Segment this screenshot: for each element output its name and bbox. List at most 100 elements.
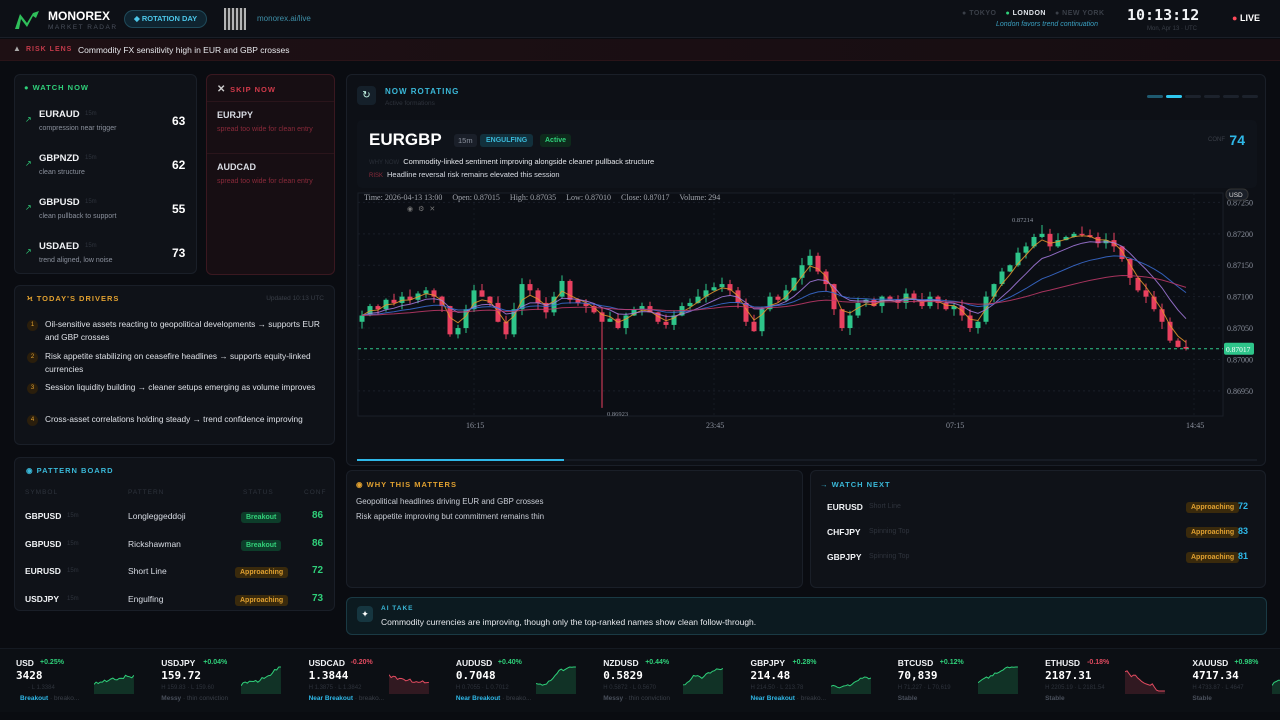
ticker-note: · thin conviction (624, 695, 671, 702)
slide-dot[interactable] (1223, 95, 1239, 98)
header: MONOREX MARKET RADAR ◆ ROTATION DAY mono… (0, 0, 1280, 38)
close-icon[interactable]: ✕ (429, 206, 436, 213)
candle (687, 302, 693, 307)
watch-now-item[interactable]: ↗ EURAUD 15m compression near trigger 63 (15, 105, 196, 145)
eye-icon[interactable]: ◉ (407, 206, 414, 213)
pattern-row[interactable]: GBPUSD 15m Longleggeddoji Breakout 86 (15, 509, 334, 529)
ticker-change: +0.25% (40, 659, 64, 666)
status-badge: Approaching (235, 567, 289, 578)
focus-state-badge: Active (540, 134, 572, 147)
candle (407, 296, 413, 300)
ticker-item[interactable]: USD +0.25% 3428 · L 1.3384 Breakout · br… (14, 656, 154, 708)
sparkline-line (1125, 670, 1165, 692)
slide-dot[interactable] (1204, 95, 1220, 98)
ticker-sparkline (535, 666, 576, 694)
candle (863, 299, 869, 303)
skip-now-item[interactable]: EURJPY spread too wide for clean entry (207, 101, 334, 151)
ticker-range: H 0.5872 · L 0.5670 (603, 685, 657, 691)
ticker-tag: Messy · thin conviction (161, 695, 228, 702)
watch-now-item[interactable]: ↗ GBPNZD 15m clean structure 62 (15, 149, 196, 189)
x-tick-label: 07:15 (946, 421, 964, 430)
candle (799, 265, 805, 278)
why-now-label: WHY NOW (369, 160, 400, 166)
note: clean structure (39, 169, 85, 176)
candle (1047, 233, 1053, 247)
skip-now-item[interactable]: AUDCAD spread too wide for clean entry (207, 153, 334, 203)
pattern-row[interactable]: GBPUSD 15m Rickshawman Breakout 86 (15, 537, 334, 557)
why-line-1: Geopolitical headlines driving EUR and G… (356, 497, 544, 506)
session-label: NEW YORK (1062, 10, 1105, 17)
ticker-tag-label: Near Breakout (750, 695, 795, 702)
candle (511, 309, 517, 335)
candle (1119, 246, 1125, 259)
price-chart[interactable]: 0.87250 0.87200 0.87150 0.87100 0.87050 0.870… (347, 75, 1267, 467)
ticker-item[interactable]: AUDUSD +0.40% 0.7048 H 0.7055 · L 0.7012… (456, 656, 596, 708)
ticker-item[interactable]: BTCUSD +0.12% 70,839 H 71,227 · L 70,619… (898, 656, 1038, 708)
watch-next-item[interactable]: CHFJPY Spinning Top Approaching 83 (811, 524, 1265, 544)
sparkline-line (535, 666, 576, 686)
ticker-item[interactable]: NZDUSD +0.44% 0.5829 H 0.5872 · L 0.5670… (603, 656, 743, 708)
symbol: EURJPY (217, 110, 254, 120)
conf: 83 (1238, 526, 1249, 536)
low-annotation: 0.86923 (607, 411, 628, 418)
watch-next-item[interactable]: GBPJPY Spinning Top Approaching 81 (811, 549, 1265, 569)
skip-now-label: SKIP NOW (230, 85, 276, 94)
ticker-tag-label: Near Breakout (308, 695, 354, 702)
ticker-item[interactable]: ETHUSD -0.18% 2187.31 H 2205.19 · L 2181… (1045, 656, 1185, 708)
ticker-item[interactable]: USDCAD -0.20% 1.3844 H 1.3875 · L 1.3842… (309, 656, 449, 708)
now-rotating-panel: ↻ NOW ROTATING Active formations EURGBP … (346, 74, 1266, 466)
candle (1167, 321, 1173, 341)
column-header: SYMBOL (25, 489, 59, 496)
candle (815, 255, 821, 272)
note: trend aligned, low noise (39, 257, 113, 264)
skip-now-title: ✕ SKIP NOW (217, 84, 276, 95)
ticker-range: · L 1.3384 (28, 685, 55, 691)
candle (751, 321, 757, 332)
candle (583, 302, 589, 307)
candle (1127, 258, 1133, 278)
pattern: Short Line (128, 566, 167, 576)
live-url[interactable]: monorex.ai/live (257, 14, 311, 23)
status-badge: Breakout (241, 539, 282, 551)
slide-dot[interactable] (1242, 95, 1258, 98)
drivers-updated: Updated 10:13 UTC (266, 295, 324, 302)
watch-next-item[interactable]: EURUSD Short Line Approaching 72 (811, 499, 1265, 519)
ticker-note: · breako... (50, 695, 80, 702)
candle (783, 290, 789, 300)
candle (951, 306, 957, 310)
watch-now-label: WATCH NOW (32, 83, 89, 92)
slide-dot[interactable] (1185, 95, 1201, 98)
ticker-item[interactable]: USDJPY +0.04% 159.72 H 159.83 · L 159.60… (161, 656, 301, 708)
mode-badge[interactable]: ◆ ROTATION DAY (124, 10, 208, 28)
slide-indicator[interactable] (1147, 95, 1258, 98)
timeframe: 15m (85, 111, 97, 117)
ticker-tag: Near Breakout · breako... (309, 695, 385, 702)
watch-now-item[interactable]: ↗ USDAED 15m trend aligned, low noise 73 (15, 237, 196, 277)
ticker-price: 0.5829 (603, 669, 643, 682)
candle (871, 299, 877, 307)
sparkline-area (94, 675, 134, 694)
high-annotation: 0.87214 (1012, 217, 1034, 224)
rotate-icon[interactable]: ↻ (357, 86, 376, 105)
pattern-row[interactable]: USDJPY 15m Engulfing Approaching 73 (15, 592, 334, 612)
candle (703, 290, 709, 297)
sparkline-area (241, 667, 282, 694)
sparkline-line (1272, 679, 1280, 686)
candle (463, 309, 469, 329)
ticker-tag-label: Stable (1192, 695, 1212, 702)
gear-icon[interactable]: ⚙ (418, 206, 425, 213)
candle (431, 290, 437, 297)
watch-next-panel: → WATCH NEXT EURUSD Short Line Approachi… (810, 470, 1266, 588)
pattern-row[interactable]: EURUSD 15m Short Line Approaching 72 (15, 564, 334, 584)
pattern: Short Line (869, 503, 901, 510)
ticker-item[interactable]: XAUUSD +0.98% 4717.34 H 4733.87 · L 4647… (1192, 656, 1280, 708)
ticker-item[interactable]: GBPJPY +0.28% 214.48 H 214.50 · L 213.78… (751, 656, 891, 708)
ticker-price: 3428 (16, 669, 43, 682)
rotation-progress-fill (357, 459, 564, 461)
watch-now-item[interactable]: ↗ GBPUSD 15m clean pullback to support 5… (15, 193, 196, 233)
slide-dot[interactable] (1147, 95, 1163, 98)
column-header: STATUS (243, 489, 274, 496)
candle (391, 299, 397, 303)
slide-dot[interactable] (1166, 95, 1182, 98)
candle (519, 284, 525, 310)
